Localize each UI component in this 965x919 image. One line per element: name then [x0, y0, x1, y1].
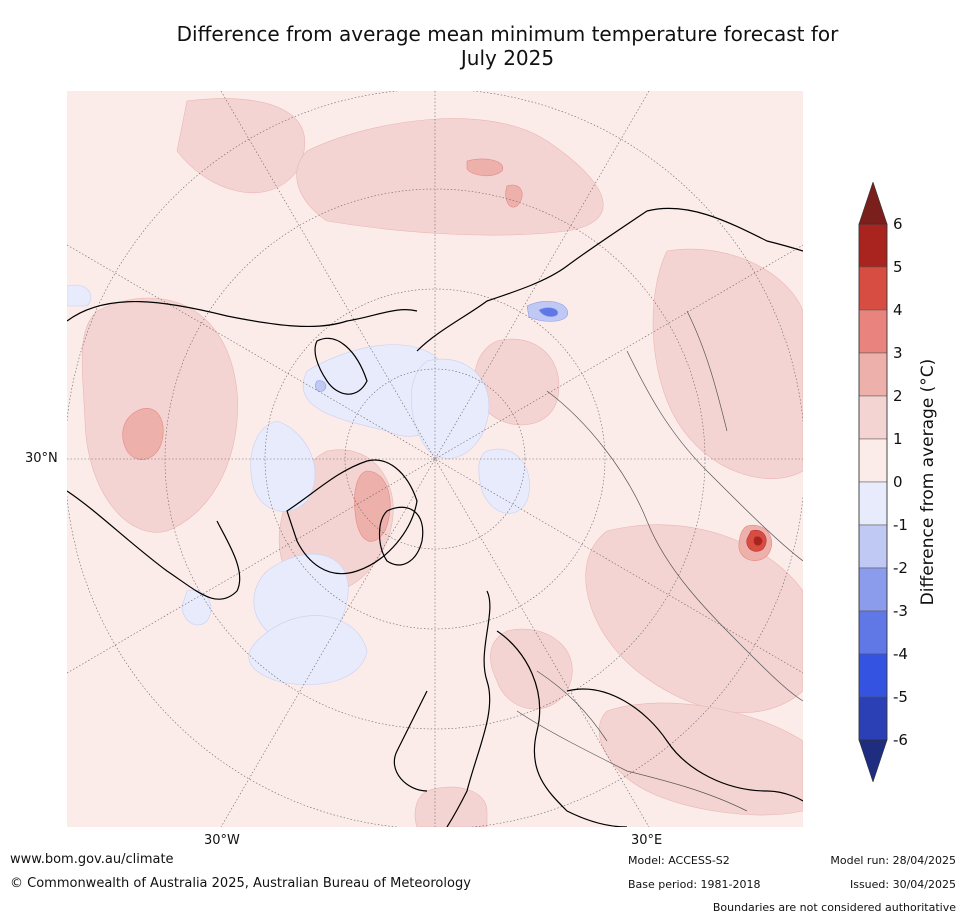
colorbar-bin	[858, 696, 888, 741]
footer-boundaries-note: Boundaries are not considered authoritat…	[712, 901, 956, 914]
forecast-map	[67, 91, 803, 827]
colorbar-bin	[858, 567, 888, 612]
colorbar-tick-label: -3	[893, 602, 908, 620]
graticule	[67, 91, 803, 827]
colorbar-bin	[858, 438, 888, 483]
colorbar-bin	[858, 266, 888, 311]
colorbar	[858, 181, 965, 783]
colorbar-tick-label: 4	[893, 301, 903, 319]
footer-issued: Issued: 30/04/2025	[849, 878, 956, 891]
lon-label-30w: 30°W	[204, 833, 240, 848]
colorbar-bin	[858, 610, 888, 655]
anomaly-warm-1-2	[81, 98, 803, 827]
colorbar-bin	[858, 395, 888, 440]
anomaly-warm-3-5	[746, 529, 767, 552]
anomaly-warm-2-3	[122, 158, 773, 561]
footer-copyright: © Commonwealth of Australia 2025, Austra…	[10, 876, 471, 891]
coastlines	[67, 207, 803, 827]
map-canvas	[67, 91, 803, 827]
colorbar-bins	[858, 223, 888, 741]
footer-url: www.bom.gov.au/climate	[10, 852, 174, 867]
footer-model: Model: ACCESS-S2	[628, 854, 730, 867]
colorbar-bin	[858, 352, 888, 397]
colorbar-bin	[858, 481, 888, 526]
map-title-line-1: Difference from average mean minimum tem…	[176, 22, 839, 46]
footer-base-period: Base period: 1981-2018	[628, 878, 761, 891]
colorbar-over-arrow	[858, 181, 888, 225]
colorbar-label: Difference from average (°C)	[918, 358, 938, 606]
lat-label-30n: 30°N	[25, 451, 58, 466]
colorbar-tick-label: 3	[893, 344, 903, 362]
lon-label-30e: 30°E	[631, 833, 663, 848]
anomaly-cool-1-2	[315, 301, 568, 392]
colorbar-tick-label: -1	[893, 516, 908, 534]
colorbar-bin	[858, 653, 888, 698]
colorbar-bin	[858, 524, 888, 569]
anomaly-cool-0-1	[67, 284, 530, 686]
colorbar-tick-label: -4	[893, 645, 908, 663]
colorbar-tick-label: 5	[893, 258, 903, 276]
colorbar-under-arrow	[858, 739, 888, 783]
colorbar-tick-label: 6	[893, 215, 903, 233]
colorbar-tick-label: 1	[893, 430, 903, 448]
colorbar-tick-label: 2	[893, 387, 903, 405]
colorbar-bin	[858, 309, 888, 354]
colorbar-frame	[858, 223, 888, 741]
map-title-line-2: July 2025	[460, 46, 555, 70]
country-borders	[516, 310, 803, 812]
footer-model-run: Model run: 28/04/2025	[830, 854, 956, 867]
colorbar-tick-label: -2	[893, 559, 908, 577]
colorbar-svg	[858, 181, 888, 783]
colorbar-bin	[858, 223, 888, 268]
colorbar-tick-label: -6	[893, 731, 908, 749]
colorbar-tick-label: -5	[893, 688, 908, 706]
colorbar-tick-label: 0	[893, 473, 903, 491]
